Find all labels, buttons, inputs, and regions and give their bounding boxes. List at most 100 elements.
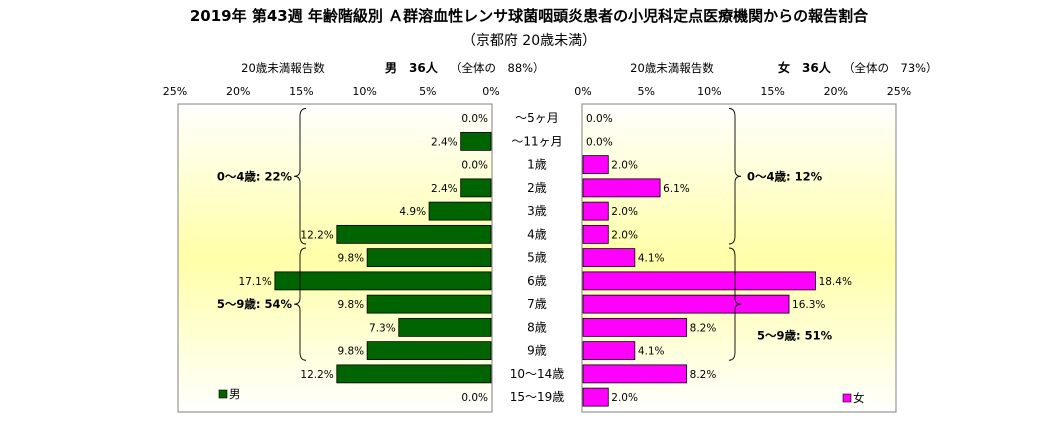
male-bar-label: 12.2% [300,229,333,241]
female-bar [582,294,790,314]
male-data-labels: 0.0%2.4%0.0%2.4%4.9%12.2%9.8%17.1%9.8%7.… [238,113,488,404]
male-bar-label: 7.3% [369,322,396,334]
male-bar [336,224,492,244]
category-label: 6歳 [527,274,547,288]
category-label: 9歳 [527,344,547,358]
male-bar-label: 0.0% [461,113,488,125]
female-legend-swatch [842,393,852,403]
female-tick-label: 10% [697,85,721,98]
female-bar [582,248,636,268]
male-bar-label: 12.2% [300,369,333,381]
male-header-share: （全体の 88%） [450,61,545,75]
female-bar-label: 8.2% [690,322,717,334]
male-bar-label: 0.0% [461,392,488,404]
category-label: ～11ヶ月 [511,134,562,148]
male-header-count: 男 36人 [385,60,439,75]
male-tick-label: 25% [163,85,187,98]
male-group-label: 0～4歳: 22% [217,169,293,183]
female-bar-label: 2.0% [611,229,638,241]
female-group-label: 5～9歳: 51% [757,328,833,342]
female-bar-label: 0.0% [586,113,613,125]
chart-title: 2019年 第43週 年齢階級別 Ａ群溶血性レンサ球菌咽頭炎患者の小児科定点医療… [190,7,869,25]
male-tick-label: 15% [289,85,313,98]
female-header-label: 20歳未満報告数 [630,61,714,75]
chart-subtitle: （京都府 20歳未満） [462,33,596,49]
female-bar [582,271,816,291]
male-bar [366,294,492,314]
female-bars [582,155,816,407]
category-label: 1歳 [527,158,547,172]
male-bars [274,131,492,384]
age-category-labels: ～5ヶ月 ～11ヶ月 1歳 2歳 3歳 4歳 5歳 6歳 7歳 8歳 9歳 10～14歳 15～19歳 [510,111,565,404]
female-bar-label: 4.1% [638,346,665,358]
category-label: ～5ヶ月 [515,111,559,125]
male-bar-label: 2.4% [431,136,458,148]
male-bar-label: 2.4% [431,183,458,195]
male-bar [398,317,492,337]
category-label: 8歳 [527,320,547,334]
male-bar [274,271,492,291]
female-bar-label: 2.0% [611,160,638,172]
category-label: 10～14歳 [510,367,565,381]
female-bar [582,155,609,175]
female-bar [582,317,688,337]
male-bar [460,131,492,151]
male-bar-label: 0.0% [461,160,488,172]
female-bar [582,224,609,244]
female-tick-label: 5% [637,85,654,98]
female-tick-label: 25% [887,85,911,98]
male-bar [366,248,492,268]
female-group-label: 0～4歳: 12% [747,169,823,183]
female-bar-label: 2.0% [611,392,638,404]
female-bar-label: 18.4% [819,276,852,288]
male-bar-label: 4.9% [399,206,426,218]
male-bar-label: 9.8% [337,299,364,311]
category-label: 4歳 [527,227,547,241]
female-bar-label: 2.0% [611,206,638,218]
male-bar [336,364,492,384]
age-group-brackets: 0～4歳: 22% 5～9歳: 54% 0～4歳: 12% 5～9歳: 51% [217,108,833,361]
male-bar [428,201,492,221]
female-bar-label: 0.0% [586,136,613,148]
male-legend-swatch [218,389,228,399]
female-bar [582,364,688,384]
category-label: 5歳 [527,251,547,265]
female-bar-label: 6.1% [663,183,690,195]
category-label: 15～19歳 [510,390,565,404]
male-group-label: 5～9歳: 54% [217,297,293,311]
female-axis-ticks: 0% 5% 10% 15% 20% 25% [574,85,911,98]
group-bracket [728,247,742,361]
male-legend-label: 男 [229,387,241,401]
category-label: 7歳 [527,297,547,311]
female-legend-label: 女 [853,391,865,405]
male-bar-label: 9.8% [337,253,364,265]
male-tick-label: 10% [352,85,376,98]
female-bar [582,341,636,361]
category-label: 2歳 [527,181,547,195]
female-bar [582,201,609,221]
female-header-count: 女 36人 [778,60,832,75]
female-bar-label: 16.3% [792,299,825,311]
group-bracket [293,108,307,245]
female-tick-label: 20% [824,85,848,98]
male-bar-label: 9.8% [337,346,364,358]
male-tick-label: 5% [419,85,436,98]
female-tick-label: 15% [760,85,784,98]
female-bar [582,178,661,198]
female-data-labels: 0.0%0.0%2.0%6.1%2.0%2.0%4.1%18.4%16.3%8.… [586,113,852,404]
group-bracket [728,108,742,245]
female-tick-label: 0% [574,85,591,98]
female-bar [582,387,609,407]
female-header-share: （全体の 73%） [843,61,938,75]
female-bar-label: 4.1% [638,253,665,265]
group-bracket [293,247,307,361]
male-tick-label: 0% [482,85,499,98]
male-axis-ticks: 0% 5% 10% 15% 20% 25% [163,85,500,98]
female-bar-label: 8.2% [690,369,717,381]
male-bar [366,341,492,361]
male-bar [460,178,492,198]
male-header-label: 20歳未満報告数 [241,61,325,75]
male-bar-label: 17.1% [238,276,271,288]
male-tick-label: 20% [226,85,250,98]
